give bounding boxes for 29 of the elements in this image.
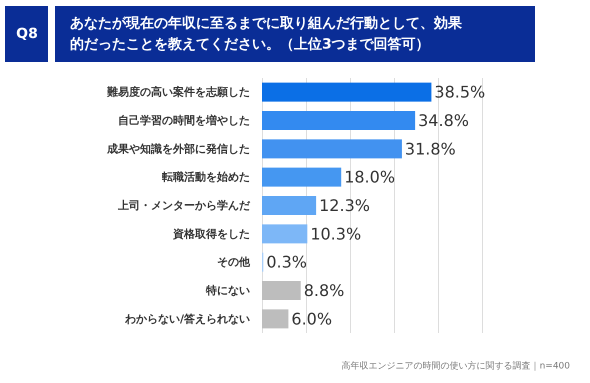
data-label: 10.3% (310, 224, 362, 244)
y-tick-label: 転職活動を始めた (161, 170, 250, 184)
bar (262, 139, 402, 158)
text: Q8 (16, 26, 38, 42)
y-tick-label: 成果や知識を外部に発信した (106, 142, 250, 156)
y-tick-label: 上司・メンターから学んだ (117, 199, 251, 212)
data-label: 6.0% (291, 309, 332, 328)
bar (262, 196, 316, 215)
y-tick-label: わからない/答えられない (124, 312, 250, 326)
y-tick-label: 資格取得をした (172, 227, 250, 240)
text: 高年収エンジニアの時間の使い方に関する調査｜n=400 (342, 360, 570, 372)
y-tick-label: 自己学習の時間を増やした (118, 114, 250, 127)
bar (262, 111, 416, 130)
bar (262, 224, 308, 244)
bar (262, 281, 301, 300)
data-label: 31.8% (404, 139, 456, 158)
bar (262, 168, 342, 187)
y-tick-label: 難易度の高い案件を志願した (106, 86, 250, 99)
data-label: 0.3% (266, 252, 307, 272)
data-label: 34.8% (418, 111, 469, 130)
bar (262, 82, 432, 102)
chart-title: あなたが現在の年収に至るまでに取り組んだ行動として、効果的だったことを教えてください。（上位3つまで回答可） (70, 16, 463, 52)
data-label: 8.8% (304, 281, 344, 300)
y-tick-label: 特にない (205, 284, 250, 297)
bar (262, 309, 288, 328)
data-label: 38.5% (434, 82, 486, 102)
data-label: 12.3% (319, 196, 370, 215)
y-tick-label: その他 (217, 256, 251, 269)
data-label: 18.0% (344, 168, 396, 187)
